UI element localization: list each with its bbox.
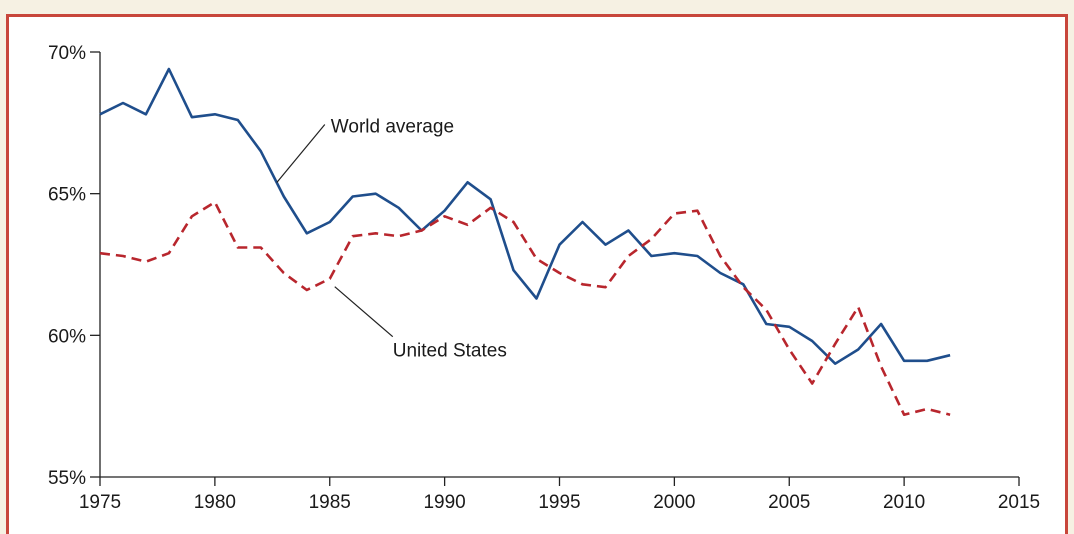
- annotation-leader-line: [276, 124, 326, 183]
- annotation-united-states: United States: [393, 341, 507, 362]
- x-tick-label: 2005: [768, 492, 810, 513]
- series-layer: [99, 67, 951, 417]
- y-tick-label: 60%: [48, 326, 86, 347]
- x-tick-label: 1975: [79, 492, 121, 513]
- annotations: World average United States: [276, 117, 507, 362]
- y-tick-label: 55%: [48, 468, 86, 489]
- x-tick-label: 1990: [423, 492, 465, 513]
- series-line-world-average: [99, 67, 951, 366]
- x-tick-label: 1980: [194, 492, 236, 513]
- y-tick-label: 70%: [48, 43, 86, 64]
- x-tick-label: 1985: [309, 492, 351, 513]
- x-tick-label: 1995: [538, 492, 580, 513]
- y-tick-label: 65%: [48, 185, 86, 206]
- series-line-united-states: [99, 200, 951, 417]
- x-tick-label: 2015: [998, 492, 1040, 513]
- x-tick-label: 2010: [883, 492, 925, 513]
- x-tick-label: 2000: [653, 492, 695, 513]
- annotation-world-average: World average: [331, 117, 454, 138]
- annotation-leader-line: [334, 286, 394, 338]
- axes: 55% 60% 65% 70% 1975 1980 1985 1990 1995 2000 2005…: [48, 43, 1040, 513]
